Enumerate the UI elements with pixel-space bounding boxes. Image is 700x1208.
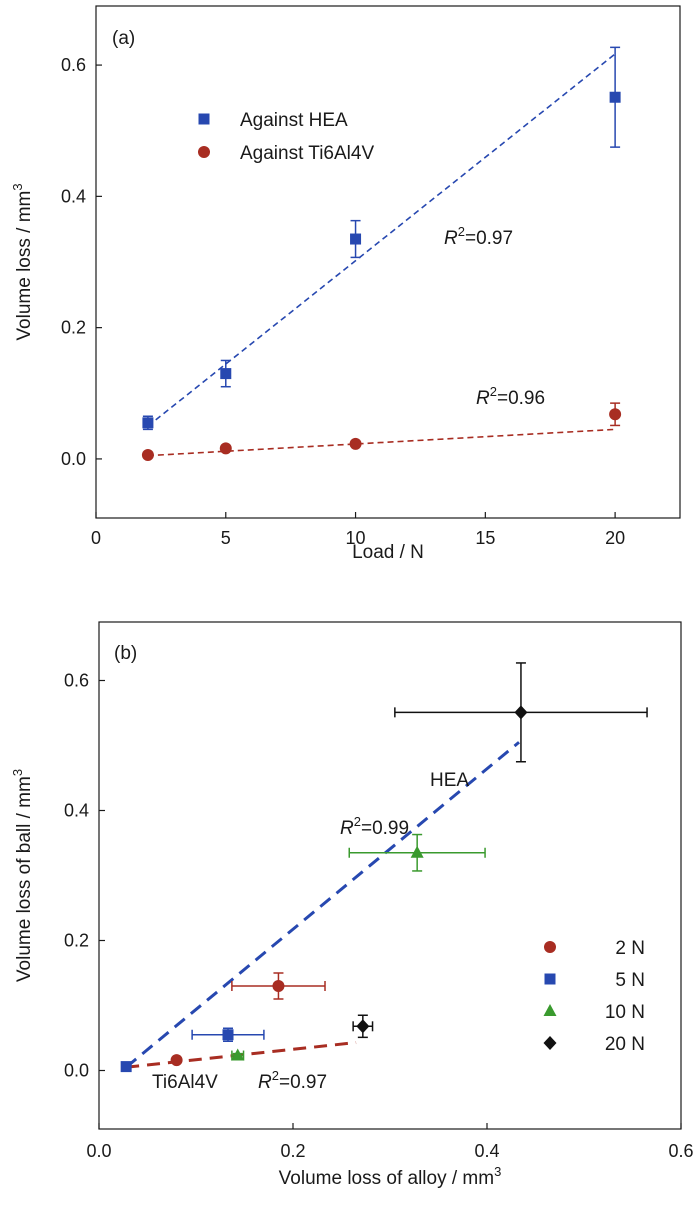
data-point [231, 1048, 245, 1061]
r2-value: =0.96 [497, 388, 545, 409]
legend-marker [543, 1036, 557, 1050]
series-hea [142, 46, 621, 431]
legend-marker [544, 973, 556, 985]
fit-line-hea [147, 53, 616, 427]
data-point [141, 448, 154, 461]
r2-label-hea: R2=0.97 [444, 224, 513, 249]
y-axis-label: Volume loss of ball / mm3 [10, 769, 35, 982]
x-tick-label: 0.6 [668, 1141, 693, 1161]
legend: 2 N 5 N 10 N 20 N [543, 938, 645, 1055]
legend-marker [198, 146, 210, 158]
r2-superscript: 2 [354, 814, 361, 829]
legend-label: Against Ti6Al4V [240, 143, 374, 164]
r2-symbol: R [476, 388, 490, 409]
legend-marker [198, 113, 210, 125]
legend-marker [544, 941, 556, 953]
y-axis-label-text: Volume loss / mm [14, 191, 35, 341]
data-point [350, 233, 362, 245]
y-axis-label-text: Volume loss of ball / mm [14, 776, 35, 982]
x-tick-label: 5 [221, 528, 231, 548]
y-tick-label: 0.4 [61, 186, 86, 206]
x-axis-label: Volume loss of alloy / mm3 [279, 1164, 502, 1189]
chart-b: 0.0 0.2 0.4 0.6 0.0 0.2 0.4 0.6 Volume loss of a… [10, 621, 694, 1189]
r2-label-hea: R2=0.99 [340, 814, 409, 839]
r2-superscript: 2 [272, 1068, 279, 1083]
data-point [220, 368, 232, 380]
x-tick-label: 0 [91, 528, 101, 548]
x-axis-label-text: Volume loss of alloy / mm [279, 1168, 494, 1189]
data-point [410, 845, 424, 858]
r2-superscript: 2 [490, 384, 497, 399]
r2-label-ti6al4v: R2=0.97 [258, 1068, 327, 1093]
series-ti6al4v [141, 402, 622, 461]
r2-superscript: 2 [458, 224, 465, 239]
plot-frame [95, 5, 681, 519]
x-axis-label: Load / N [352, 542, 424, 563]
data-point [514, 705, 528, 720]
legend: Against HEA Against Ti6Al4V [198, 110, 374, 164]
data-point [142, 417, 154, 429]
fit-line-hea [125, 741, 520, 1069]
r2-value: =0.99 [361, 818, 409, 839]
data-point [609, 91, 621, 103]
fit-line-ti6al4v [147, 428, 616, 457]
data-point [356, 1019, 370, 1034]
legend-label: Against HEA [240, 110, 348, 131]
data-point [120, 1061, 132, 1073]
legend-marker [543, 1004, 557, 1016]
r2-symbol: R [258, 1072, 272, 1093]
y-axis-label: Volume loss / mm3 [10, 183, 35, 340]
annotation-hea: HEA [430, 770, 469, 791]
r2-value: =0.97 [279, 1072, 327, 1093]
r2-value: =0.97 [465, 228, 513, 249]
y-tick-label: 0.0 [64, 1061, 89, 1081]
r2-symbol: R [340, 818, 354, 839]
panel-label: (b) [114, 643, 137, 664]
data-point [170, 1054, 183, 1067]
data-point [219, 442, 232, 455]
y-tick-label: 0.0 [61, 449, 86, 469]
y-tick-label: 0.2 [61, 318, 86, 338]
x-tick-label: 0.4 [474, 1141, 499, 1161]
data-point [349, 437, 362, 450]
x-axis-label-sup: 3 [494, 1164, 501, 1179]
y-tick-label: 0.4 [64, 801, 89, 821]
r2-symbol: R [444, 228, 458, 249]
legend-label: 10 N [605, 1002, 645, 1023]
x-tick-label: 15 [475, 528, 495, 548]
x-tick-label: 0.2 [280, 1141, 305, 1161]
data-point [222, 1029, 234, 1041]
legend-label: 2 N [615, 938, 645, 959]
data-point [609, 408, 622, 421]
panel-label: (a) [112, 28, 135, 49]
plot-frame [98, 621, 682, 1130]
data-point [272, 980, 285, 992]
r2-label-ti6al4v: R2=0.96 [476, 384, 545, 409]
y-tick-label: 0.6 [61, 55, 86, 75]
y-axis-label-sup: 3 [10, 183, 25, 190]
legend-label: 20 N [605, 1034, 645, 1055]
y-tick-label: 0.2 [64, 931, 89, 951]
annotation-ti6al4v: Ti6Al4V [152, 1072, 218, 1093]
chart-a: 0 5 10 15 20 0.0 0.2 0.4 0.6 Load / N Volume loss … [10, 5, 681, 563]
x-tick-label: 20 [605, 528, 625, 548]
legend-label: 5 N [615, 970, 645, 991]
y-axis-label-sup: 3 [10, 769, 25, 776]
data-points [120, 662, 648, 1073]
y-tick-label: 0.6 [64, 671, 89, 691]
x-tick-label: 0.0 [86, 1141, 111, 1161]
x-tick-label: 10 [346, 528, 366, 548]
